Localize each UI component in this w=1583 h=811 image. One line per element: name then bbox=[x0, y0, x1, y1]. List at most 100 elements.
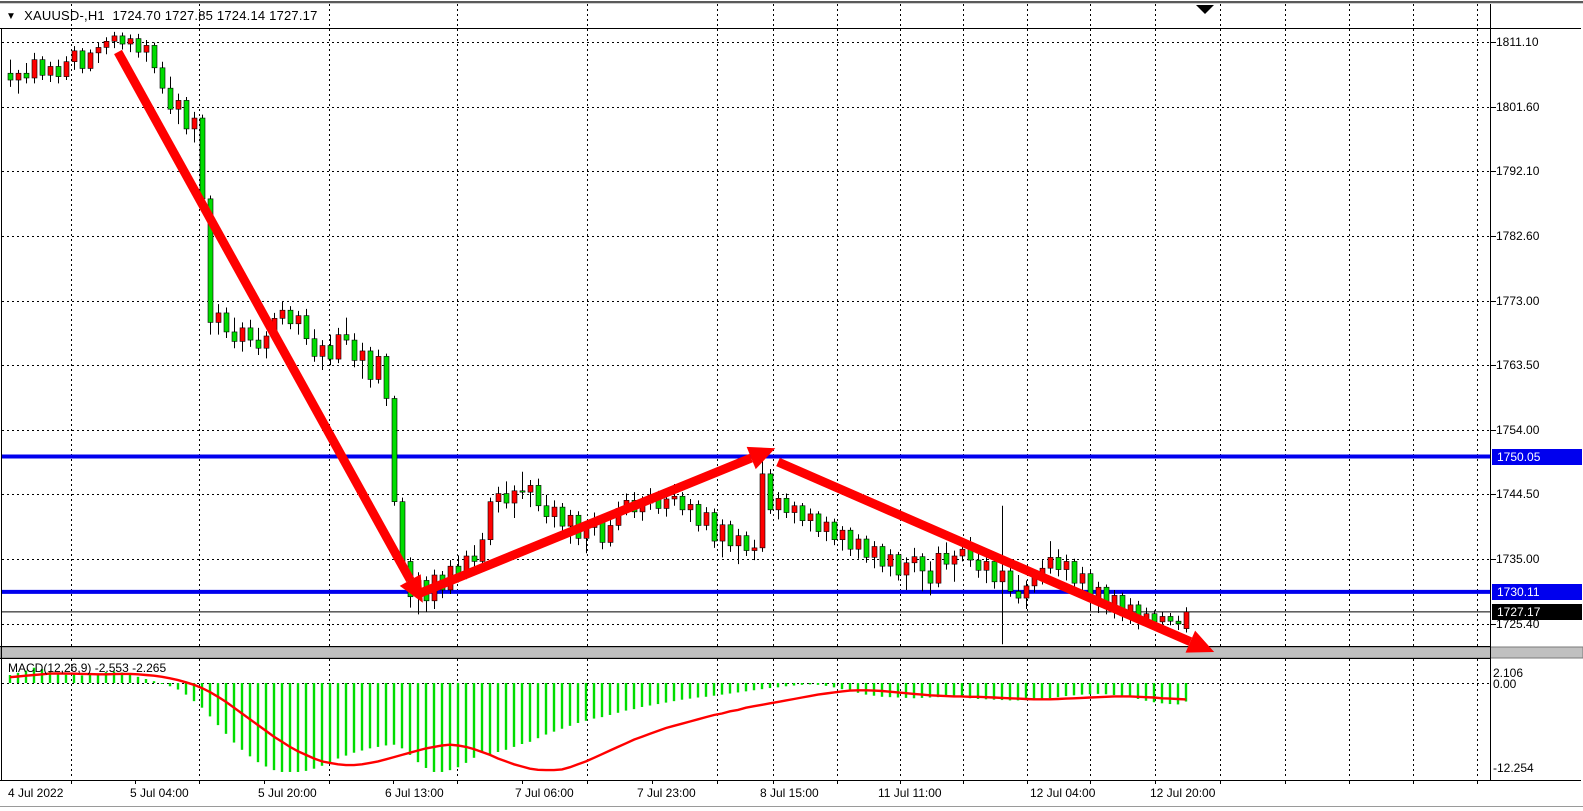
macd-histogram-bar bbox=[840, 683, 844, 690]
macd-histogram-bar bbox=[280, 683, 284, 772]
candle-bearish bbox=[743, 535, 750, 551]
macd-name: MACD(12,26,9) bbox=[8, 661, 92, 675]
macd-histogram-bar bbox=[80, 675, 84, 683]
macd-histogram-bar bbox=[232, 683, 236, 743]
candle-bullish bbox=[687, 504, 694, 511]
macd-histogram-bar bbox=[768, 683, 772, 689]
macd-histogram-bar bbox=[416, 683, 420, 763]
candle-bearish bbox=[367, 350, 374, 380]
candle-bearish bbox=[879, 546, 886, 567]
macd-histogram-bar bbox=[568, 683, 572, 726]
candle-bullish bbox=[479, 539, 486, 562]
candle-bearish bbox=[287, 309, 294, 325]
macd-histogram-bar bbox=[712, 683, 716, 696]
candle-bearish bbox=[303, 315, 310, 340]
macd-histogram-bar bbox=[728, 683, 732, 694]
candle-bullish bbox=[999, 570, 1006, 583]
macd-histogram-bar bbox=[48, 671, 52, 683]
candle-bullish bbox=[759, 473, 766, 549]
candle-bearish bbox=[247, 327, 254, 341]
candle-bearish bbox=[1167, 616, 1174, 622]
candle-bullish bbox=[239, 327, 246, 342]
macd-histogram-bar bbox=[888, 683, 892, 698]
macd-histogram-bar bbox=[120, 672, 124, 683]
macd-histogram-bar bbox=[1088, 683, 1092, 695]
macd-signal-line bbox=[9, 672, 1187, 772]
candle-bullish bbox=[719, 524, 726, 542]
level-price-badge: 1750.05 bbox=[1492, 449, 1582, 465]
macd-histogram-bar bbox=[600, 683, 604, 718]
macd-histogram-bar bbox=[904, 683, 908, 698]
macd-histogram-bar bbox=[104, 672, 108, 683]
macd-histogram-bar bbox=[192, 683, 196, 702]
price-tick-label: 1792.10 bbox=[1496, 164, 1540, 178]
macd-histogram-bar bbox=[520, 683, 524, 745]
macd-histogram-bar bbox=[992, 683, 996, 700]
macd-histogram-bar bbox=[1160, 683, 1164, 704]
candle-bearish bbox=[7, 72, 14, 81]
macd-histogram-bar bbox=[64, 674, 68, 683]
macd-histogram-bar bbox=[912, 683, 916, 699]
candle-bullish bbox=[127, 38, 134, 45]
macd-histogram-bar bbox=[480, 683, 484, 753]
candle-bullish bbox=[487, 501, 494, 541]
pane-separator bbox=[0, 646, 1583, 659]
macd-histogram-bar bbox=[736, 683, 740, 693]
macd-histogram-bar bbox=[656, 683, 660, 705]
candle-bullish bbox=[983, 561, 990, 571]
candle-bullish bbox=[319, 345, 326, 357]
candle-bearish bbox=[223, 312, 230, 333]
macd-histogram-bar bbox=[832, 683, 836, 688]
candle-bearish bbox=[311, 338, 318, 357]
candle-bullish bbox=[671, 495, 678, 500]
price-tick-label: 1725.40 bbox=[1496, 617, 1540, 631]
trend-arrow-head bbox=[1185, 630, 1215, 653]
macd-histogram-bar bbox=[536, 683, 540, 739]
candle-bearish bbox=[255, 339, 262, 349]
candle-bearish bbox=[327, 345, 334, 360]
macd-histogram-bar bbox=[200, 683, 204, 708]
ohlc-high: 1727.85 bbox=[164, 8, 214, 23]
macd-histogram-bar bbox=[360, 683, 364, 751]
candle-bearish bbox=[503, 493, 510, 504]
candle-bearish bbox=[351, 339, 358, 361]
candle-bearish bbox=[1175, 620, 1182, 625]
macd-histogram-bar bbox=[288, 683, 292, 772]
macd-histogram-bar bbox=[744, 683, 748, 692]
candle-bullish bbox=[887, 554, 894, 567]
candle-bearish bbox=[783, 497, 790, 513]
candle-bearish bbox=[343, 334, 350, 341]
current-price-badge: 1727.17 bbox=[1492, 604, 1582, 620]
symbol-dropdown-icon[interactable]: ▼ bbox=[6, 11, 17, 22]
macd-histogram-bar bbox=[112, 671, 116, 683]
candle-bullish bbox=[191, 117, 198, 130]
time-tick-label: 4 Jul 2022 bbox=[8, 786, 64, 800]
macd-histogram-bar bbox=[176, 683, 180, 690]
candle-bearish bbox=[543, 505, 550, 517]
macd-histogram-bar bbox=[1008, 683, 1012, 701]
candle-bullish bbox=[751, 547, 758, 551]
candle-bearish bbox=[919, 556, 926, 572]
macd-histogram-bar bbox=[976, 683, 980, 699]
candle-bearish bbox=[151, 45, 158, 69]
candle-bullish bbox=[871, 546, 878, 558]
macd-histogram-bar bbox=[552, 683, 556, 732]
candle-bullish bbox=[567, 514, 574, 527]
macd-histogram-bar bbox=[168, 683, 172, 687]
macd-scale-label: 0.00 bbox=[1493, 677, 1517, 691]
candle-bearish bbox=[231, 331, 238, 342]
candle-bearish bbox=[159, 67, 166, 89]
macd-histogram-bar bbox=[392, 683, 396, 745]
macd-histogram-bar bbox=[968, 683, 972, 699]
candle-bearish bbox=[799, 505, 806, 521]
macd-histogram-bar bbox=[872, 683, 876, 696]
macd-histogram-bar bbox=[808, 683, 812, 685]
trend-arrow-line bbox=[416, 453, 753, 599]
macd-histogram-bar bbox=[800, 683, 804, 685]
macd-histogram-bar bbox=[848, 683, 852, 691]
candle-bearish bbox=[927, 570, 934, 584]
macd-histogram-bar bbox=[312, 683, 316, 769]
macd-histogram-bar bbox=[1024, 683, 1028, 701]
